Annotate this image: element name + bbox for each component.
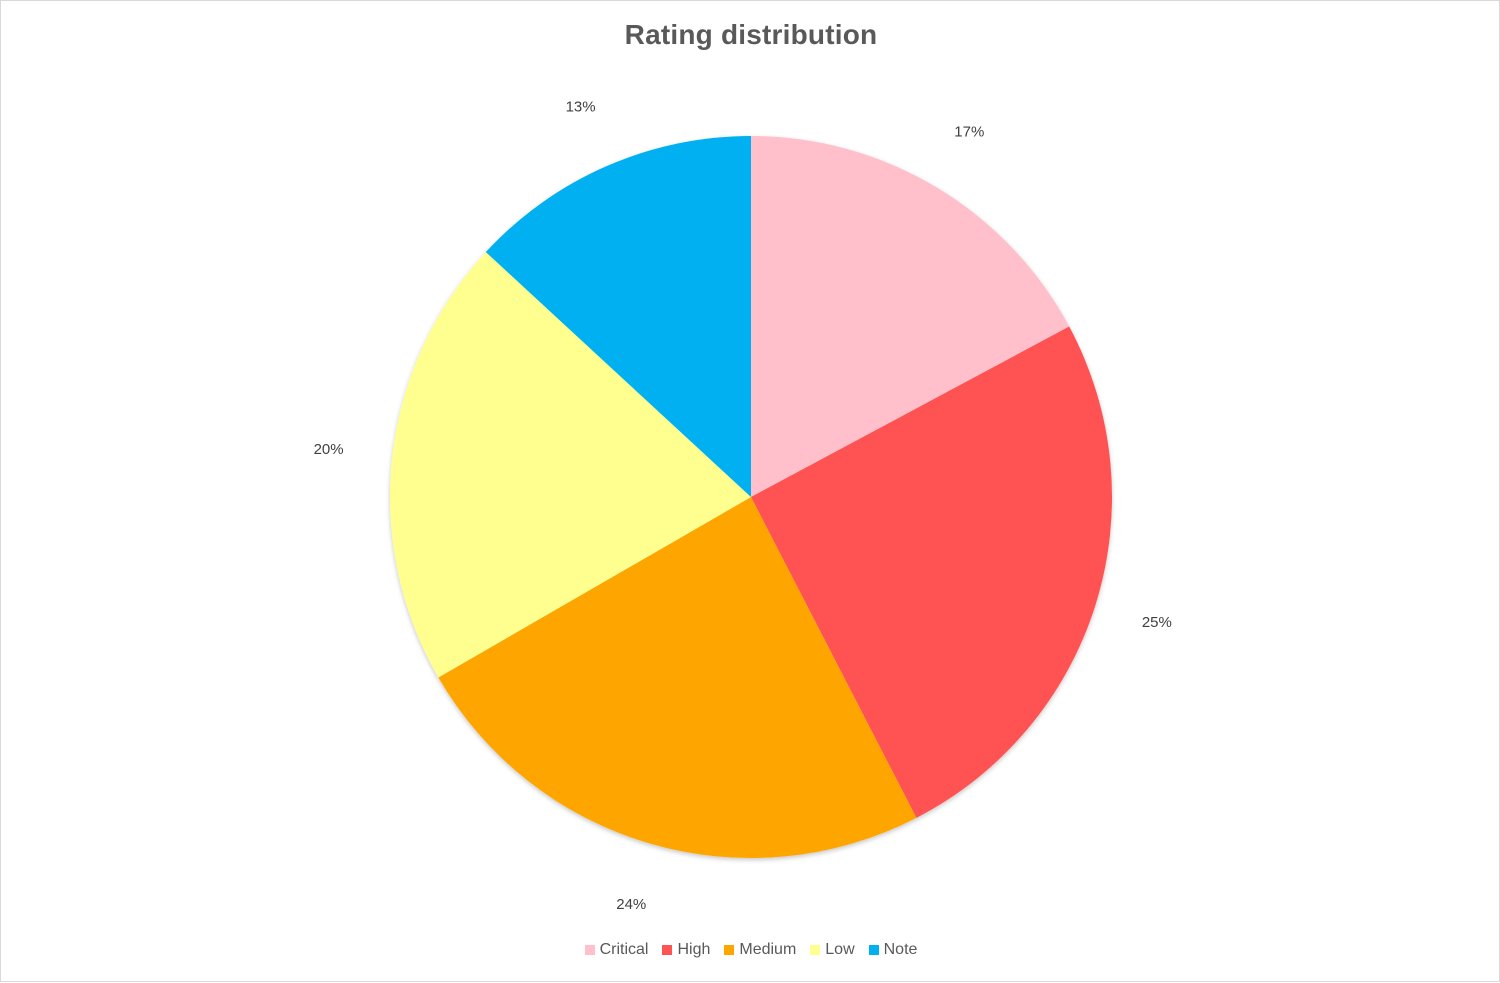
legend-swatch-critical [584, 945, 595, 955]
legend-label-high: High [677, 941, 711, 958]
legend-swatch-medium [724, 945, 735, 955]
chart-title: Rating distribution [624, 19, 878, 50]
legend-label-critical: Critical [599, 941, 649, 958]
pie-slices [389, 136, 1113, 858]
chart-legend: Critical High Medium Low Note [1, 941, 1500, 959]
pie-data-labels: 17% 25% 24% 20% 13% [314, 99, 1172, 913]
legend-item-medium: Medium [724, 941, 796, 959]
pie-slice-high [751, 326, 1113, 818]
pie-slice-note [485, 136, 751, 497]
legend-swatch-high [662, 945, 673, 955]
data-label-critical: 17% [954, 123, 984, 140]
legend-swatch-low [810, 945, 821, 955]
data-label-low: 20% [314, 441, 344, 458]
data-label-high: 25% [1142, 614, 1172, 631]
pie-slice-critical [751, 136, 1070, 497]
pie-slice-low [389, 252, 751, 678]
legend-swatch-note [868, 945, 879, 955]
legend-item-high: High [662, 941, 710, 959]
data-label-medium: 24% [616, 896, 646, 913]
legend-label-note: Note [883, 941, 918, 958]
legend-item-critical: Critical [584, 941, 649, 959]
legend-item-note: Note [868, 941, 918, 959]
pie-slice-medium [438, 497, 917, 858]
legend-label-medium: Medium [739, 941, 797, 958]
data-label-note: 13% [566, 99, 596, 116]
legend-label-low: Low [825, 941, 855, 958]
legend-item-low: Low [810, 941, 855, 959]
